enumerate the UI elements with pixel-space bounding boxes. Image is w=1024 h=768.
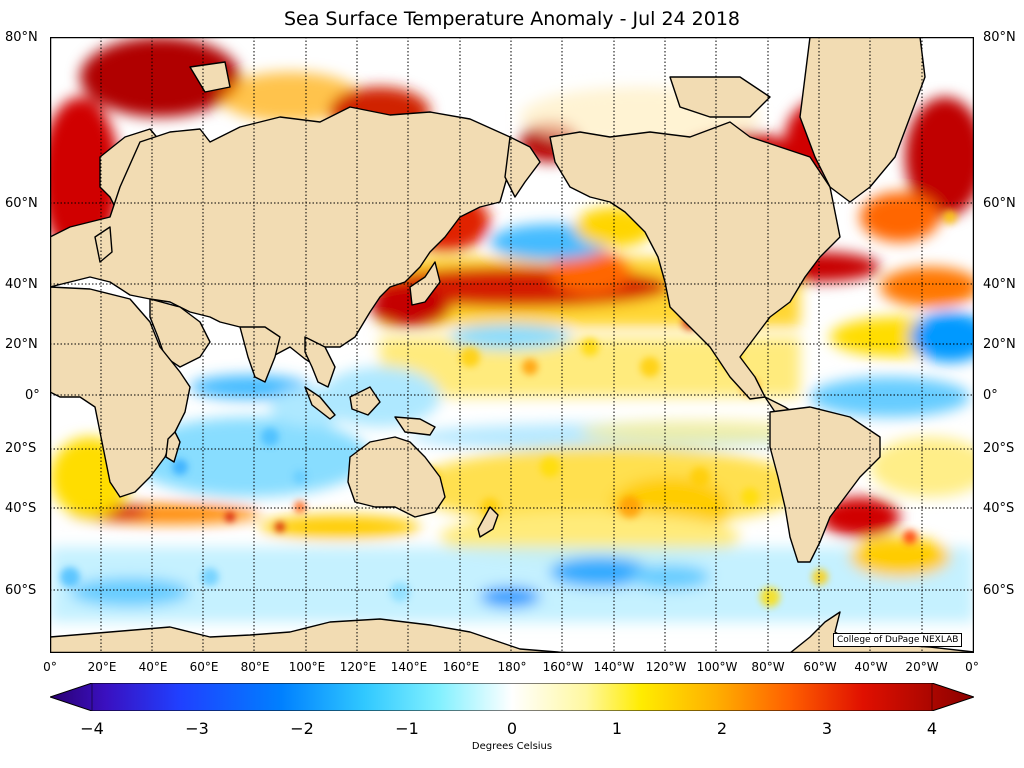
land-arctic-islands	[669, 76, 771, 118]
lon-label-180: 180°	[497, 660, 527, 674]
land-svalbard	[189, 61, 231, 93]
land-arabia	[149, 298, 211, 368]
lon-label-40e: 40°E	[138, 660, 168, 674]
lat-label-60s-left: 60°S	[5, 583, 37, 598]
lat-label-80n-right: 80°N	[983, 30, 1016, 45]
colorbar-tick-4: 4	[926, 719, 938, 738]
credit-label: College of DuPage NEXLAB	[833, 633, 963, 647]
colorbar-tick-3: 3	[821, 719, 833, 738]
land-australia	[347, 436, 446, 518]
lon-label-140w: 140°W	[593, 660, 635, 674]
lon-label-0: 0°	[43, 660, 57, 674]
lon-label-80w: 80°W	[751, 660, 785, 674]
lat-label-20n-right: 20°N	[983, 337, 1016, 352]
lon-label-0-right: 0°	[965, 660, 979, 674]
map-title: Sea Surface Temperature Anomaly - Jul 24…	[283, 8, 741, 30]
lat-label-20n-left: 20°N	[5, 337, 38, 352]
graticule	[50, 37, 974, 653]
lat-label-20s-right: 20°S	[983, 441, 1015, 456]
land-antarctica	[50, 618, 571, 653]
lon-label-20w: 20°W	[905, 660, 939, 674]
colorbar-tick-minus3: −3	[185, 719, 209, 738]
lon-label-20e: 20°E	[87, 660, 117, 674]
land-new-zealand	[477, 506, 499, 538]
sst-anomaly-map	[50, 37, 974, 653]
lon-label-140e: 140°E	[390, 660, 428, 674]
lon-label-120e: 120°E	[339, 660, 377, 674]
lon-label-100e: 100°E	[288, 660, 326, 674]
lat-label-40n-left: 40°N	[5, 277, 38, 292]
colorbar	[50, 683, 974, 711]
land-india	[239, 326, 281, 383]
lon-label-60e: 60°E	[189, 660, 219, 674]
lat-label-60n-left: 60°N	[5, 196, 38, 211]
land-british-isles	[94, 226, 113, 263]
land-madagascar	[165, 431, 181, 463]
colorbar-label: Degrees Celsius	[471, 741, 553, 752]
lon-label-120w: 120°W	[645, 660, 687, 674]
land-greenland	[799, 37, 926, 203]
lat-label-60s-right: 60°S	[983, 583, 1015, 598]
map-frame	[50, 37, 974, 653]
lat-label-40s-left: 40°S	[5, 501, 37, 516]
colorbar-tick-1: 1	[611, 719, 623, 738]
colorbar-tick-minus4: −4	[80, 719, 104, 738]
land-eurasia	[50, 106, 521, 378]
lon-label-160w: 160°W	[542, 660, 584, 674]
lon-label-160e: 160°E	[442, 660, 480, 674]
land-africa	[50, 286, 191, 498]
lat-label-60n-right: 60°N	[983, 196, 1016, 211]
lat-label-40s-right: 40°S	[983, 501, 1015, 516]
lon-label-60w: 60°W	[803, 660, 837, 674]
land-south-america	[769, 406, 881, 563]
lat-label-eq-right: 0°	[983, 388, 998, 403]
land-new-guinea	[394, 416, 436, 436]
lon-label-40w: 40°W	[854, 660, 888, 674]
colorbar-tick-minus1: −1	[395, 719, 419, 738]
colorbar-tick-0: 0	[506, 719, 518, 738]
lat-label-20s-left: 20°S	[5, 441, 37, 456]
colorbar-tick-minus2: −2	[290, 719, 314, 738]
lat-label-80n-left: 80°N	[5, 30, 38, 45]
land-kamchatka	[504, 136, 541, 198]
lon-label-100w: 100°W	[696, 660, 738, 674]
lat-label-eq-left: 0°	[25, 388, 40, 403]
lon-label-80e: 80°E	[240, 660, 270, 674]
land-indochina	[304, 336, 336, 388]
colorbar-tick-2: 2	[716, 719, 728, 738]
lat-label-40n-right: 40°N	[983, 277, 1016, 292]
